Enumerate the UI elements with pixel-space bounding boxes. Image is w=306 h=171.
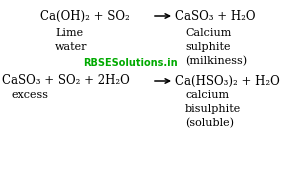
Text: Lime: Lime	[55, 28, 83, 38]
Text: Calcium: Calcium	[185, 28, 231, 38]
Text: RBSESolutions.in: RBSESolutions.in	[83, 58, 177, 68]
Text: Ca(OH)₂ + SO₂: Ca(OH)₂ + SO₂	[40, 10, 130, 23]
Text: excess: excess	[12, 90, 49, 100]
Text: Ca(HSO₃)₂ + H₂O: Ca(HSO₃)₂ + H₂O	[175, 75, 280, 88]
Text: bisulphite: bisulphite	[185, 104, 241, 114]
Text: (milkiness): (milkiness)	[185, 56, 247, 66]
Text: CaSO₃ + H₂O: CaSO₃ + H₂O	[175, 10, 256, 23]
Text: sulphite: sulphite	[185, 42, 230, 52]
Text: water: water	[55, 42, 88, 52]
Text: calcium: calcium	[185, 90, 229, 100]
Text: (soluble): (soluble)	[185, 118, 234, 128]
Text: CaSO₃ + SO₂ + 2H₂O: CaSO₃ + SO₂ + 2H₂O	[2, 75, 130, 88]
